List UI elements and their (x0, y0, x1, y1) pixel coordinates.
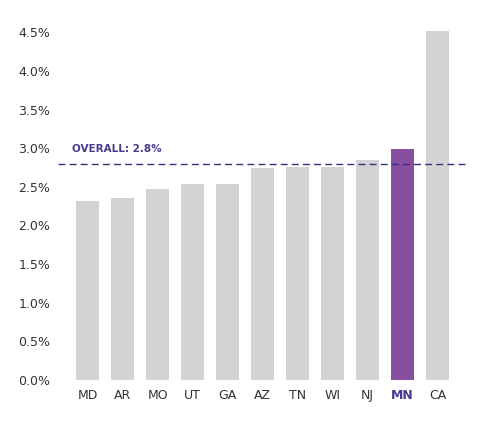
Bar (391, 149, 414, 380)
Bar (181, 184, 204, 380)
Bar (251, 168, 274, 380)
Bar (426, 31, 449, 380)
Text: OVERALL: 2.8%: OVERALL: 2.8% (72, 144, 162, 154)
Bar (77, 200, 99, 380)
Bar (111, 198, 134, 380)
Bar (216, 184, 239, 380)
Bar (356, 160, 379, 380)
Bar (147, 189, 169, 380)
Bar (321, 167, 344, 380)
Bar (286, 168, 309, 380)
